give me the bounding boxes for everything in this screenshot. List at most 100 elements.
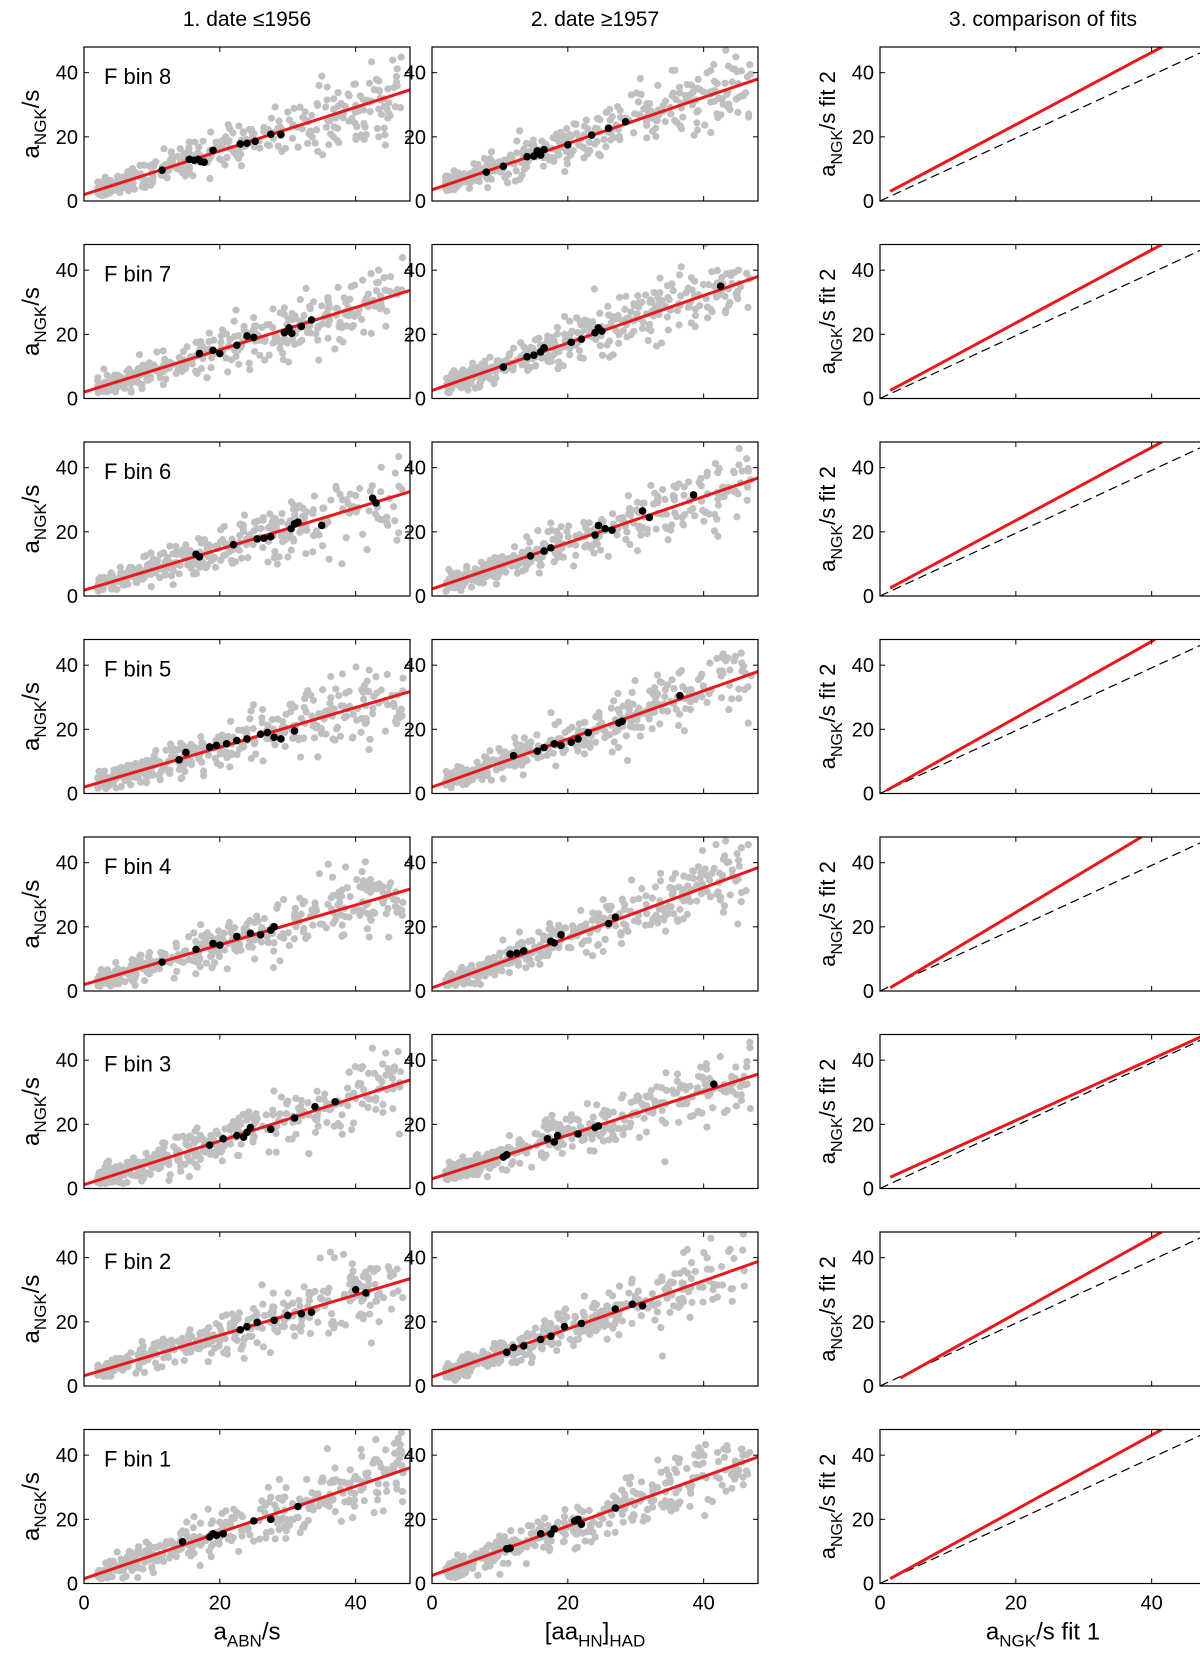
scatter-point (145, 948, 154, 957)
scatter-point (563, 124, 571, 133)
label-part: NGK (829, 327, 846, 362)
scatter-point (595, 913, 603, 921)
scatter-point (714, 495, 722, 503)
scatter-point (287, 546, 295, 554)
scatter-point (312, 330, 320, 338)
scatter-point (745, 113, 753, 121)
scatter-point (651, 698, 659, 707)
scatter-point (270, 1087, 278, 1095)
y-tick-label: 40 (404, 1050, 426, 1072)
mean-point (209, 346, 217, 355)
scatter-point (493, 1147, 502, 1155)
y-tick-label: 20 (852, 917, 874, 939)
scatter-point (354, 1081, 362, 1090)
scatter-point (647, 296, 655, 304)
scatter-point (367, 329, 375, 337)
plot-frame (83, 243, 411, 400)
scatter-point (328, 873, 337, 881)
scatter-point (652, 525, 660, 533)
scatter-point (297, 714, 305, 723)
scatter-point (619, 327, 627, 335)
y-tick-label: 0 (67, 191, 78, 213)
mean-point (553, 1131, 562, 1140)
scatter-point (389, 1074, 397, 1083)
scatter-point (233, 750, 241, 759)
plot-area (880, 1035, 1200, 1189)
scatter-point (373, 689, 381, 697)
scatter-point (467, 380, 475, 388)
scatter-point (311, 903, 319, 911)
scatter-point (587, 544, 595, 552)
scatter-point (360, 1086, 368, 1094)
scatter-point (524, 740, 532, 748)
mean-point (523, 352, 531, 361)
scatter-point (703, 472, 711, 480)
scatter-point (721, 837, 730, 845)
scatter-point (734, 108, 742, 116)
scatter-point (308, 111, 316, 119)
scatter-point (217, 338, 225, 346)
scatter-point (248, 943, 256, 951)
mean-point (266, 532, 275, 541)
scatter-point (689, 867, 697, 875)
scatter-point (325, 141, 333, 149)
scatter-point (271, 741, 279, 749)
scatter-point (391, 103, 399, 111)
scatter-point (691, 322, 699, 331)
scatter-point (261, 356, 269, 364)
scatter-point (344, 1102, 352, 1110)
scatter-point (203, 374, 211, 382)
scatter-point (224, 121, 232, 129)
scatter-point (309, 506, 318, 514)
scatter-point (115, 976, 123, 984)
scatter-point (640, 499, 648, 507)
scatter-point (643, 134, 651, 142)
plot-area (84, 858, 410, 990)
scatter-point (618, 896, 626, 904)
scatter-point (649, 915, 657, 923)
scatter-point (127, 386, 135, 394)
scatter-point (678, 886, 687, 894)
scatter-point (249, 313, 258, 322)
scatter-point (737, 67, 745, 75)
scatter-point (717, 653, 726, 661)
scatter-point (734, 266, 742, 274)
scatter-point (658, 486, 667, 494)
scatter-point (447, 372, 455, 380)
scatter-point (658, 1106, 666, 1115)
fit-comparison-line (889, 244, 1163, 392)
scatter-point (516, 127, 524, 135)
scatter-point (274, 142, 282, 150)
scatter-point (235, 122, 243, 130)
scatter-point (530, 141, 538, 149)
scatter-point (186, 547, 194, 555)
scatter-point (271, 547, 279, 556)
scatter-point (277, 1093, 286, 1101)
scatter-point (638, 885, 646, 893)
scatter-point (662, 1069, 670, 1077)
scatter-point (485, 759, 493, 767)
scatter-point (734, 490, 742, 498)
mean-point (574, 735, 582, 743)
scatter-point (356, 485, 364, 493)
scatter-point (166, 1170, 174, 1179)
scatter-point (223, 965, 231, 973)
scatter-point (465, 184, 474, 192)
scatter-point (561, 924, 570, 932)
scatter-point (643, 100, 651, 108)
scatter-point (336, 490, 344, 499)
scatter-point (377, 488, 385, 496)
scatter-point (589, 952, 597, 960)
scatter-point (455, 1159, 463, 1167)
scatter-point (573, 328, 581, 337)
scatter-point (358, 883, 366, 891)
scatter-point (309, 298, 318, 306)
scatter-point (736, 283, 745, 291)
scatter-point (345, 1068, 353, 1076)
scatter-point (727, 269, 735, 277)
scatter-point (651, 883, 660, 891)
scatter-point (310, 734, 319, 742)
scatter-point (99, 771, 108, 779)
